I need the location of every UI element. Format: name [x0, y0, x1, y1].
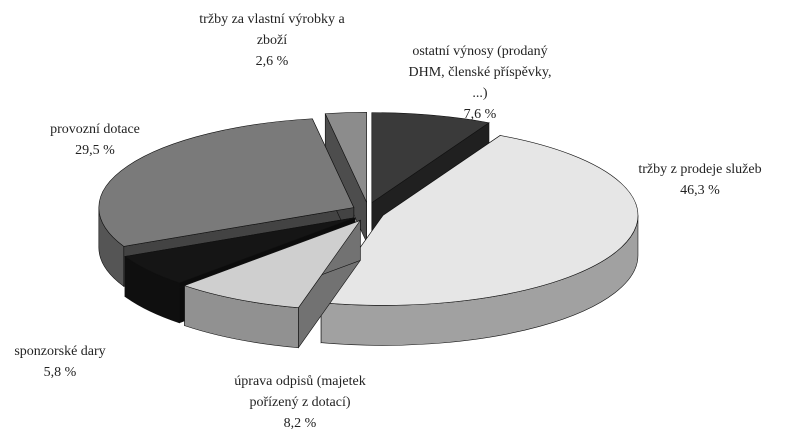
- slice-value-label: 46,3 %: [680, 183, 720, 198]
- slice-value-label: 7,6 %: [464, 107, 497, 122]
- slice-label: tržby za vlastní výrobky a zboží: [199, 12, 345, 48]
- slice-label: sponzorské dary: [14, 344, 105, 359]
- slice-value-label: 5,8 %: [44, 365, 77, 380]
- slice-top: [124, 217, 356, 284]
- slice-label: provozní dotace: [50, 122, 140, 137]
- slice: [320, 134, 639, 346]
- slice-top: [183, 219, 362, 309]
- slice-top: [324, 112, 367, 203]
- slice: [183, 219, 362, 349]
- slice-value-label: 29,5 %: [75, 143, 115, 158]
- slice: [324, 112, 367, 243]
- slice-top: [98, 118, 355, 247]
- slice-top: [371, 112, 490, 204]
- slice-label: ostatní výnosy (prodaný DHM, členské přís…: [409, 44, 552, 101]
- slice-value-label: 2,6 %: [256, 54, 289, 69]
- slice-label: úprava odpisů (majetek pořízený z dotací): [234, 374, 365, 410]
- slice-top: [320, 135, 639, 306]
- slice-label: tržby z prodeje služeb: [638, 162, 761, 177]
- slice-value-label: 8,2 %: [284, 416, 317, 431]
